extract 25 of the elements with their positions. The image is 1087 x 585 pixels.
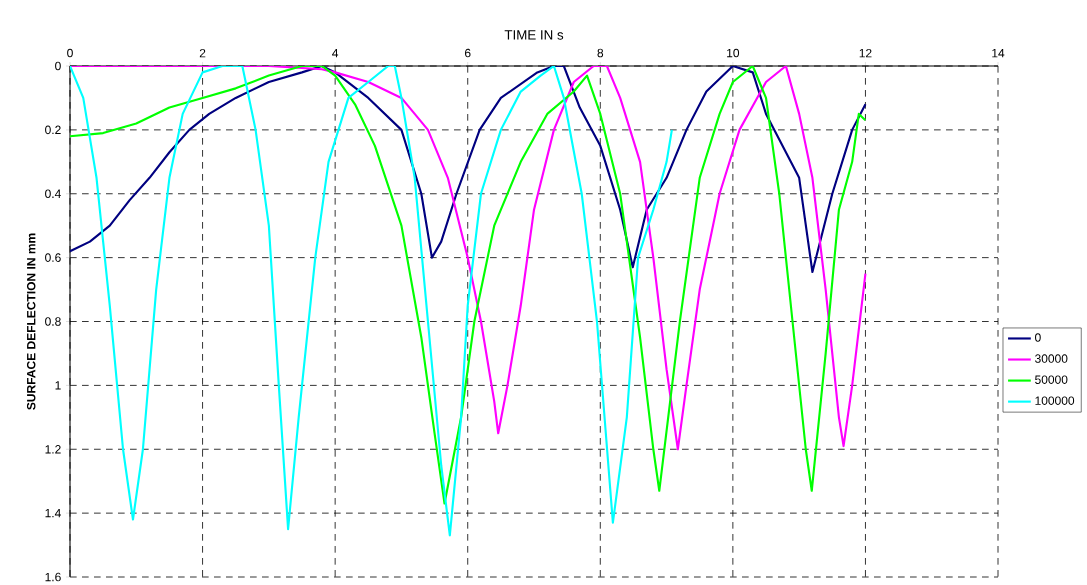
x-tick-label: 8 bbox=[597, 48, 604, 58]
x-axis-title: TIME IN s bbox=[504, 30, 564, 40]
y-tick-label: 0.6 bbox=[45, 253, 61, 262]
x-tick-label: 2 bbox=[199, 48, 206, 58]
line-series bbox=[70, 66, 867, 274]
x-tick-label: 4 bbox=[332, 49, 339, 58]
legend-label: 30000 bbox=[1035, 354, 1068, 363]
line-series bbox=[70, 66, 673, 537]
legend-label: 100000 bbox=[1035, 396, 1075, 405]
x-tick-label: 12 bbox=[859, 48, 872, 58]
x-tick-label: 0 bbox=[67, 48, 73, 58]
legend-label: 50000 bbox=[1035, 375, 1068, 384]
y-tick-label: 1.4 bbox=[45, 509, 61, 518]
y-tick-label: 0.2 bbox=[45, 125, 61, 135]
x-tick-label: 10 bbox=[727, 48, 740, 58]
x-tick-label: 6 bbox=[464, 48, 471, 58]
y-tick-label: 1.6 bbox=[45, 572, 61, 582]
y-axis-title: SURFACE DEFLECTION IN mm bbox=[26, 233, 36, 410]
y-tick-label: 0.4 bbox=[45, 189, 61, 199]
y-tick-label: 0.8 bbox=[45, 317, 61, 326]
x-tick-label: 14 bbox=[992, 49, 1005, 58]
y-tick-label: 1.2 bbox=[45, 445, 61, 454]
y-tick-label: 0 bbox=[55, 61, 61, 71]
y-tick-label: 1 bbox=[55, 381, 61, 390]
legend-label: 0 bbox=[1035, 333, 1041, 342]
